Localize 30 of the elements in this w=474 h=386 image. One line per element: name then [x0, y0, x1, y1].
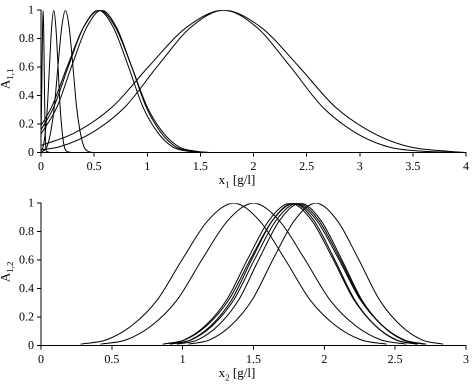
x-tick-label: 3 [463, 352, 469, 366]
y-tick-label: 0.4 [19, 280, 34, 295]
x-tick-label: 2.5 [299, 158, 314, 173]
y-tick-label: 0.6 [19, 59, 34, 74]
y-tick-label: 0 [28, 338, 34, 352]
x-tick-label: 4 [463, 158, 469, 173]
x-tick-label: 1 [144, 158, 150, 173]
x-tick-label: 1.5 [192, 158, 208, 173]
y-tick-label: 0.2 [19, 309, 34, 324]
y-tick-label: 0.2 [19, 116, 34, 130]
x-tick-label: 2 [321, 352, 328, 366]
x-tick-label: 1 [180, 352, 186, 366]
x-tick-label: 0.5 [104, 352, 120, 366]
y-tick-label: 1 [28, 195, 34, 210]
y-tick-label: 0.8 [19, 224, 34, 238]
x-tick-label: 2.5 [388, 352, 403, 366]
x-tick-label: 0.5 [86, 158, 102, 173]
y-tick-label: 0.6 [19, 252, 34, 266]
x-tick-label: 0 [38, 158, 44, 173]
x-tick-label: 3 [356, 158, 363, 173]
y-tick-label: 0.4 [19, 88, 34, 102]
y-tick-label: 0 [28, 144, 34, 159]
y-tick-label: 1 [28, 2, 34, 16]
x-tick-label: 3.5 [405, 158, 420, 173]
x-axis-title: x$_{2}$ [g/l] [218, 365, 256, 385]
x-tick-label: 2 [250, 158, 256, 173]
y-tick-label: 0.8 [19, 30, 34, 45]
x-tick-label: 1.5 [246, 352, 261, 366]
x-axis-title: x$_{1}$ [g/l] [218, 172, 256, 192]
x-tick-label: 0 [38, 352, 44, 366]
